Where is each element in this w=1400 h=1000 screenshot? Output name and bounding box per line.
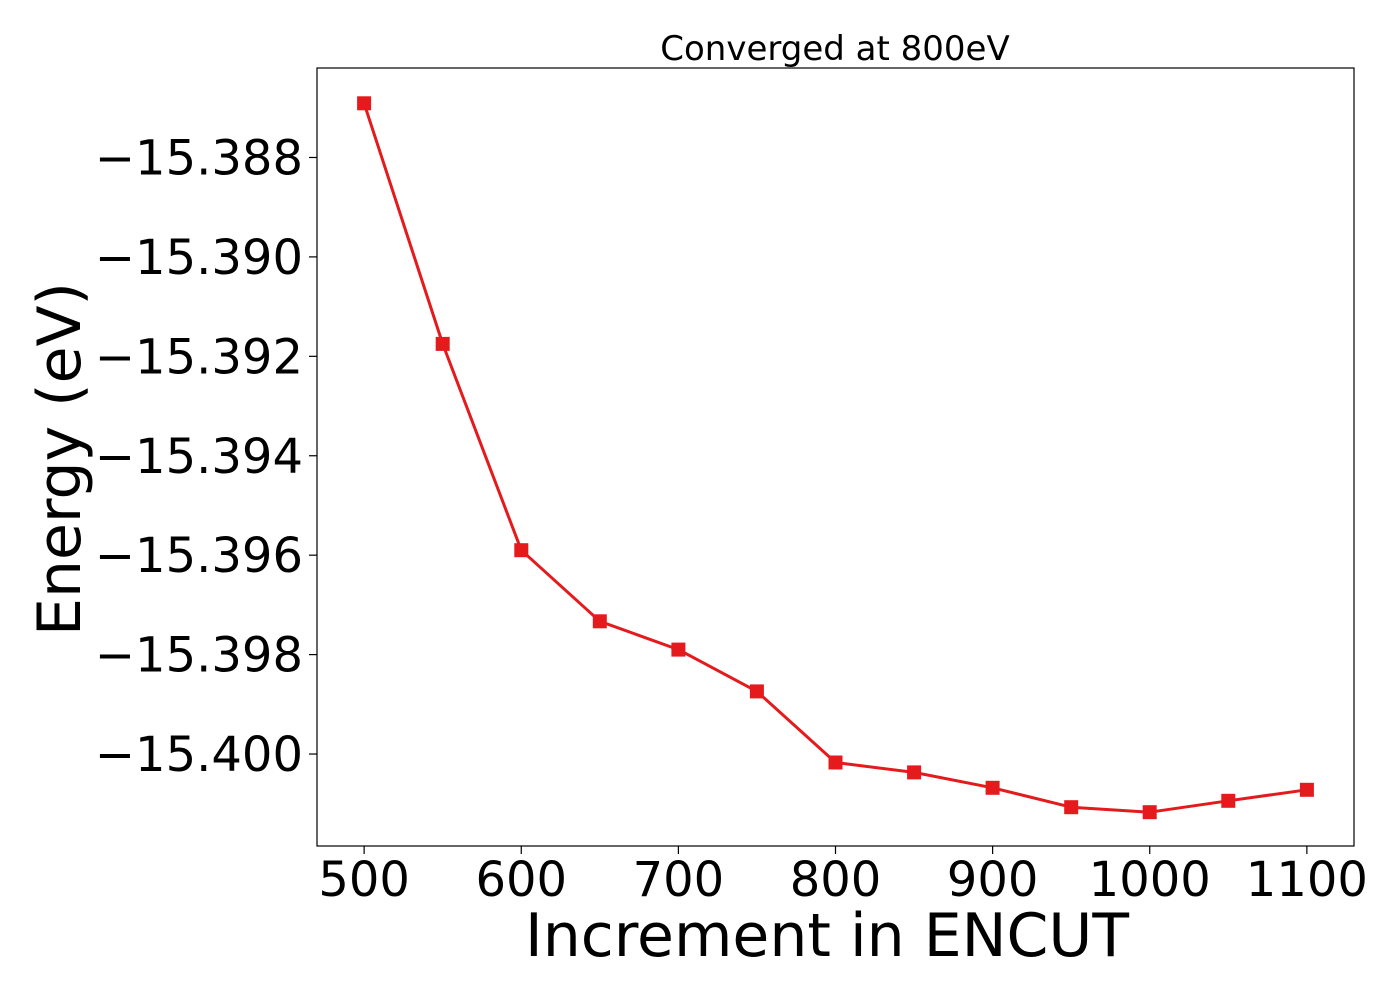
chart-title: Converged at 800eV: [660, 29, 1009, 69]
x-tick-label: 900: [947, 852, 1039, 908]
x-axis-label: Increment in ENCUT: [525, 901, 1129, 971]
data-point: [514, 543, 529, 558]
data-point: [828, 755, 843, 770]
x-tick-label: 1100: [1246, 852, 1368, 908]
y-tick-label: −15.398: [95, 628, 303, 684]
y-tick-label: −15.394: [95, 429, 303, 485]
x-tick-label: 500: [318, 852, 410, 908]
data-point: [749, 684, 764, 699]
y-tick-label: −15.400: [95, 727, 303, 783]
data-point: [985, 780, 1000, 795]
data-point: [1299, 782, 1314, 797]
data-point: [357, 96, 372, 111]
data-point: [1142, 805, 1157, 820]
data-point: [592, 614, 607, 629]
y-tick-label: −15.392: [95, 329, 303, 385]
data-point: [1221, 793, 1236, 808]
y-axis: −15.388 −15.390 −15.392 −15.394 −15.396 −15.3…: [95, 130, 317, 783]
data-point: [671, 642, 686, 657]
y-tick-label: −15.390: [95, 230, 303, 286]
data-point: [907, 765, 922, 780]
x-tick-label: 700: [633, 852, 725, 908]
y-tick-label: −15.396: [95, 528, 303, 584]
data-point: [435, 336, 450, 351]
data-point: [1064, 800, 1079, 815]
x-axis: 500 600 700 800 900 1000 1100: [318, 846, 1368, 908]
y-axis-label: Energy (eV): [25, 282, 95, 636]
plot-area: [357, 96, 1314, 820]
x-tick-label: 600: [475, 852, 567, 908]
x-tick-label: 800: [790, 852, 882, 908]
y-tick-label: −15.388: [95, 130, 303, 186]
x-tick-label: 1000: [1089, 852, 1211, 908]
